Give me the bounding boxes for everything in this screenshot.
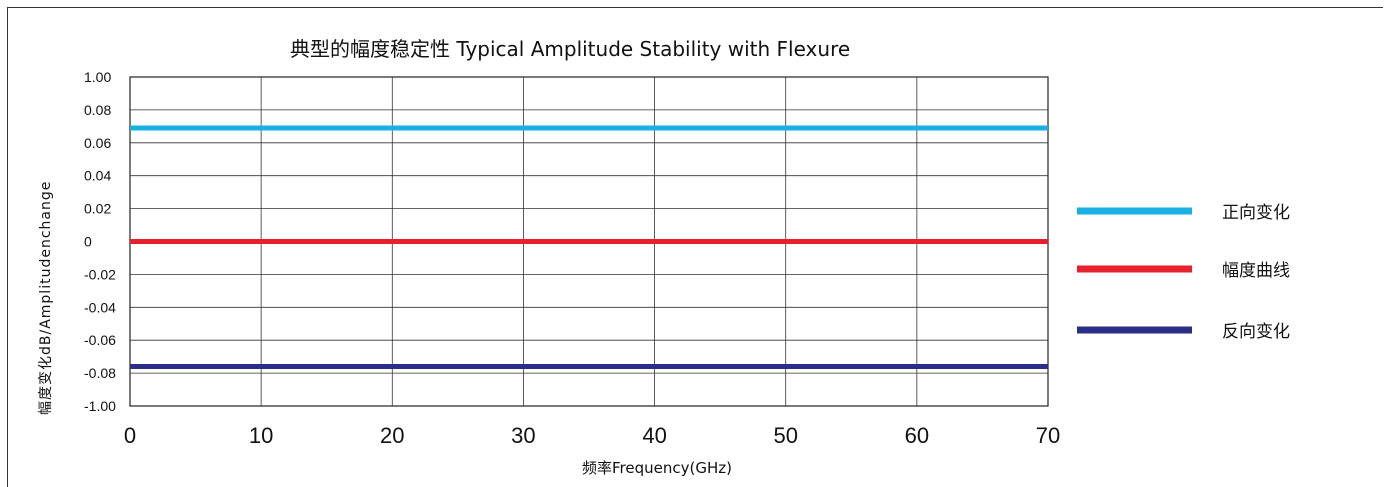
- y-tick-label: 0.02: [84, 201, 111, 217]
- legend-label: 反向变化: [1222, 322, 1290, 342]
- chart-frame: [7, 7, 1383, 487]
- x-tick-label: 30: [511, 423, 535, 448]
- x-tick-label: 20: [380, 423, 404, 448]
- y-tick-label: 0.08: [84, 102, 111, 118]
- x-tick-label: 60: [905, 423, 929, 448]
- x-tick-label: 40: [642, 423, 666, 448]
- y-tick-label: -0.08: [84, 365, 116, 381]
- y-tick-label: 0.04: [84, 168, 111, 184]
- y-tick-label: 1.00: [84, 69, 111, 85]
- y-tick-label: 0.06: [84, 135, 111, 151]
- y-tick-label: -0.02: [84, 266, 116, 282]
- y-tick-label: -0.04: [84, 299, 116, 315]
- chart-title: 典型的幅度稳定性 Typical Amplitude Stability wit…: [290, 37, 850, 61]
- legend-label: 正向变化: [1222, 203, 1290, 223]
- x-tick-label: 0: [124, 423, 136, 448]
- x-axis-label: 频率Frequency(GHz): [582, 459, 732, 477]
- y-axis-ticks: 1.00 0.08 0.06 0.04 0.02 0 -0.02 -0.04 -0.06 -0.0…: [84, 69, 116, 414]
- y-tick-label: -1.00: [84, 398, 116, 414]
- x-tick-label: 70: [1036, 423, 1060, 448]
- legend-label: 幅度曲线: [1222, 261, 1290, 281]
- y-axis-label: 幅度变化dB/Amplitudenchange: [38, 181, 54, 415]
- x-tick-label: 10: [249, 423, 273, 448]
- y-tick-label: 0: [84, 234, 92, 250]
- y-tick-label: -0.06: [84, 332, 116, 348]
- x-tick-label: 50: [773, 423, 797, 448]
- x-axis-ticks: 0 10 20 30 40 50 60 70: [124, 423, 1060, 448]
- series-lines: [130, 125, 1048, 370]
